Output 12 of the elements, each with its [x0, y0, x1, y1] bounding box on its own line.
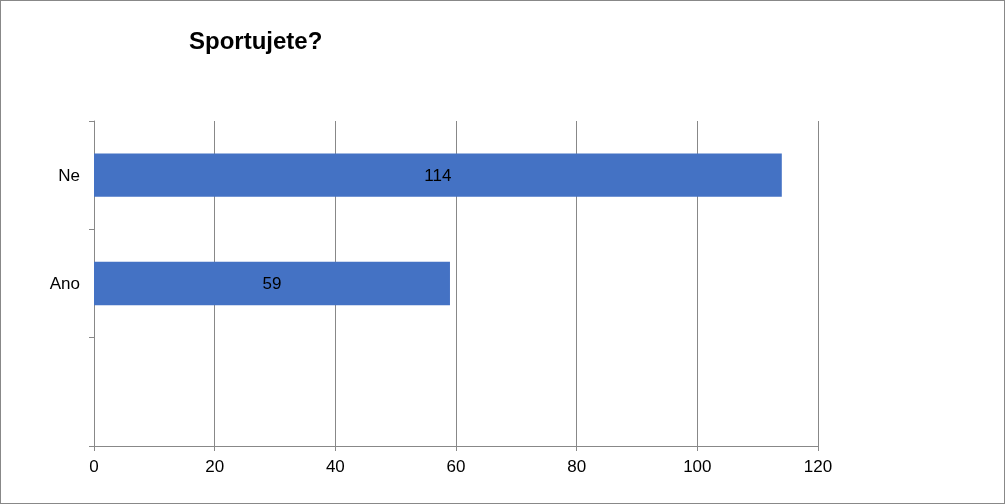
x-tick-label: 40	[325, 457, 345, 476]
x-tick-label: 20	[205, 457, 225, 476]
data-label: 59	[262, 274, 282, 293]
x-tick-label: 60	[446, 457, 466, 476]
chart-title: Sportujete?	[189, 26, 323, 54]
x-tick-label: 100	[683, 457, 712, 476]
x-tick-label: 120	[803, 457, 833, 476]
data-label: 114	[424, 165, 452, 185]
x-tick-label: 80	[567, 457, 587, 476]
x-tick-label: 0	[89, 457, 99, 476]
y-tick-label: Ano	[49, 274, 80, 293]
y-tick-label: Ne	[58, 165, 80, 185]
